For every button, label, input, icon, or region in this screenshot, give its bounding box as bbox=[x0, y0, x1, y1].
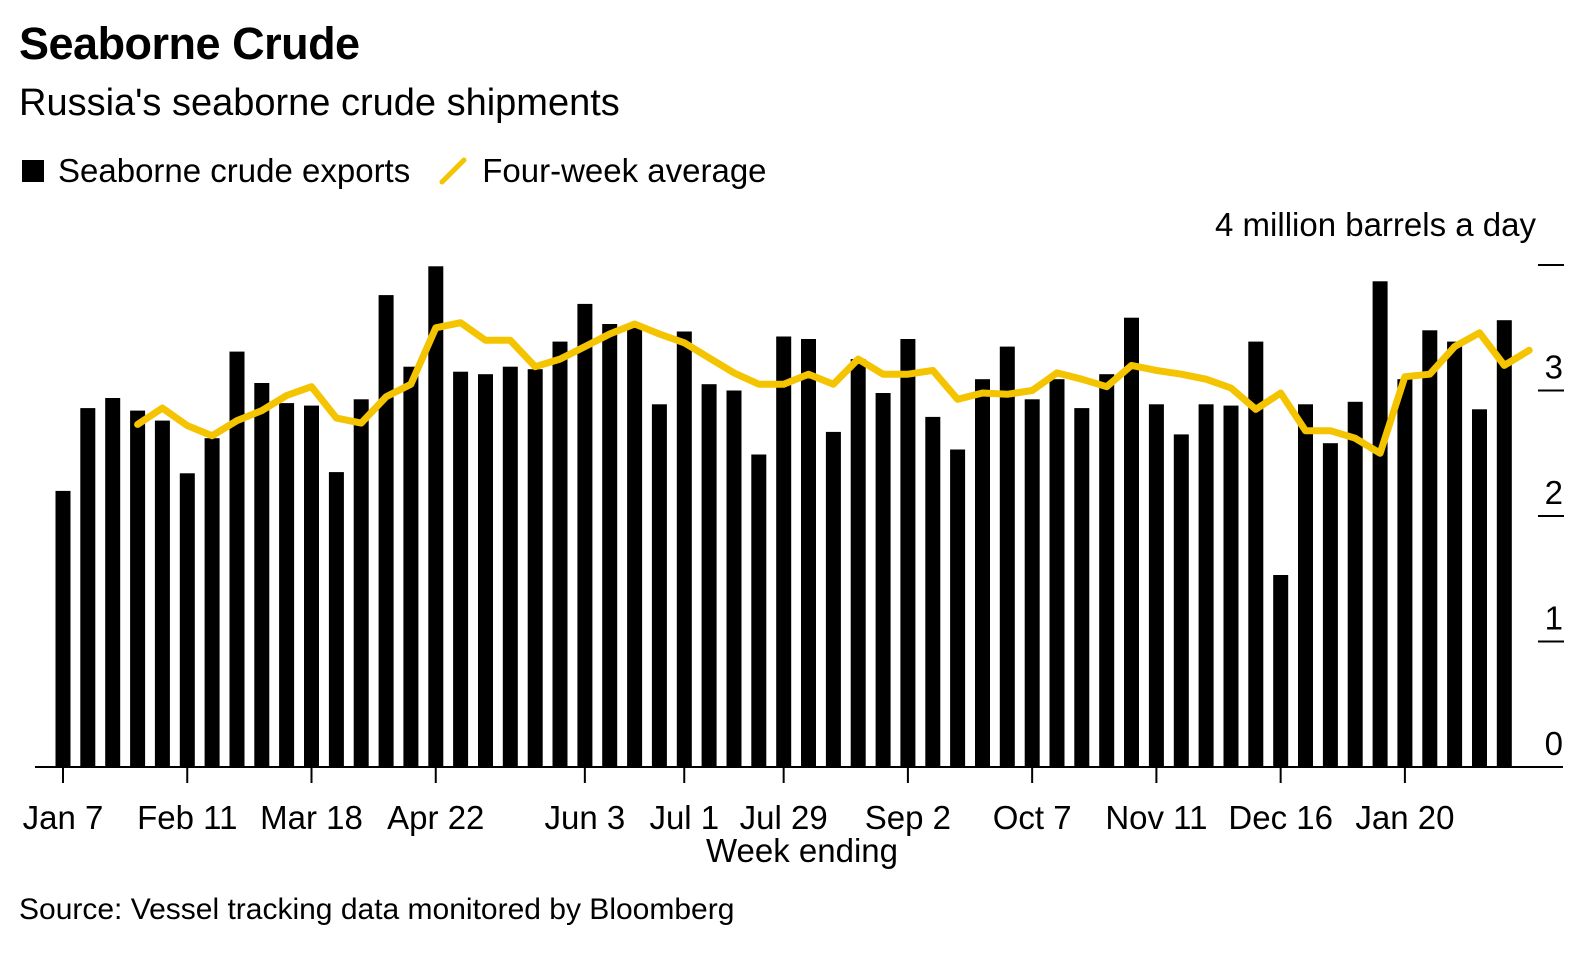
bar bbox=[1173, 434, 1189, 767]
bar bbox=[254, 383, 270, 767]
bar bbox=[502, 366, 518, 767]
y-tick-label: 3 bbox=[1545, 349, 1563, 386]
average-line bbox=[134, 319, 1533, 457]
x-tick-label: Jan 7 bbox=[23, 799, 104, 836]
bar bbox=[726, 390, 742, 767]
x-tick-label: Sep 2 bbox=[865, 799, 951, 836]
bar bbox=[527, 369, 543, 767]
bar bbox=[204, 438, 220, 767]
bar bbox=[453, 371, 469, 767]
x-tick-label: Jan 20 bbox=[1355, 799, 1454, 836]
bar bbox=[1024, 399, 1040, 767]
x-tick-label: Jul 29 bbox=[740, 799, 828, 836]
x-tick-label: Feb 11 bbox=[137, 799, 237, 836]
bar bbox=[627, 327, 643, 768]
bar bbox=[999, 346, 1015, 767]
bar bbox=[428, 266, 444, 767]
bar-swatch-icon bbox=[22, 160, 44, 182]
bar bbox=[1223, 405, 1239, 767]
legend-label-exports: Seaborne crude exports bbox=[58, 152, 411, 189]
bar bbox=[80, 408, 96, 767]
bar bbox=[304, 405, 319, 767]
x-tick-label: Jun 3 bbox=[545, 799, 626, 836]
source-note: Source: Vessel tracking data monitored b… bbox=[19, 893, 735, 926]
bar bbox=[1496, 320, 1512, 767]
bar bbox=[1347, 401, 1363, 767]
bar bbox=[1447, 341, 1463, 767]
y-tick-label: 1 bbox=[1545, 600, 1563, 637]
y-axis-unit-label: 4 million barrels a day bbox=[1215, 206, 1536, 243]
bar bbox=[1099, 374, 1115, 767]
x-tick-label: Apr 22 bbox=[387, 799, 484, 836]
bar bbox=[229, 351, 245, 767]
bar bbox=[701, 384, 717, 767]
chart-title: Seaborne Crude bbox=[19, 18, 360, 69]
legend-label-average: Four-week average bbox=[482, 152, 767, 189]
bar bbox=[1322, 443, 1338, 767]
bar bbox=[1298, 404, 1313, 767]
line-swatch-icon bbox=[439, 157, 467, 185]
legend-item-average: Four-week average bbox=[438, 152, 767, 190]
bar bbox=[353, 399, 369, 767]
bar bbox=[577, 303, 593, 767]
bar bbox=[825, 431, 841, 767]
bar bbox=[130, 410, 146, 767]
x-axis-title: Week ending bbox=[705, 832, 899, 869]
bar bbox=[900, 339, 916, 767]
bar bbox=[801, 339, 816, 767]
bar bbox=[279, 403, 295, 767]
bar bbox=[850, 359, 866, 767]
bar bbox=[1198, 404, 1214, 767]
bar bbox=[1372, 281, 1388, 767]
bar bbox=[676, 331, 692, 767]
chart-subtitle: Russia's seaborne crude shipments bbox=[19, 82, 620, 124]
x-tick-label: Oct 7 bbox=[993, 799, 1072, 836]
y-tick-label: 0 bbox=[1545, 725, 1563, 762]
bar bbox=[1273, 575, 1289, 767]
legend-item-exports: Seaborne crude exports bbox=[22, 152, 410, 190]
bar bbox=[776, 336, 792, 767]
bar bbox=[179, 473, 195, 767]
bar bbox=[55, 490, 71, 767]
bar bbox=[1422, 330, 1438, 767]
bar bbox=[1049, 379, 1065, 767]
bar bbox=[875, 393, 891, 767]
bar bbox=[1074, 408, 1090, 767]
bar bbox=[751, 454, 767, 767]
bar bbox=[1124, 317, 1139, 767]
bar bbox=[478, 374, 493, 767]
bar bbox=[378, 295, 394, 767]
bar bbox=[950, 449, 966, 767]
bar bbox=[975, 379, 990, 767]
legend: Seaborne crude exports Four-week average bbox=[22, 148, 795, 194]
bar bbox=[1148, 404, 1164, 767]
x-tick-label: Nov 11 bbox=[1105, 799, 1207, 836]
bar bbox=[1248, 341, 1264, 767]
y-tick-label: 2 bbox=[1545, 474, 1563, 511]
bar bbox=[651, 404, 667, 767]
x-tick-label: Jul 1 bbox=[649, 799, 719, 836]
bar bbox=[552, 341, 568, 767]
x-tick-label: Mar 18 bbox=[260, 799, 363, 836]
bar bbox=[925, 416, 941, 767]
bar bbox=[328, 472, 344, 767]
x-tick-label: Dec 16 bbox=[1228, 799, 1333, 836]
bar bbox=[1397, 379, 1413, 767]
bar bbox=[403, 366, 419, 767]
bar bbox=[105, 398, 121, 767]
bar bbox=[1472, 409, 1487, 767]
bar bbox=[602, 324, 618, 767]
bar bbox=[154, 420, 170, 767]
